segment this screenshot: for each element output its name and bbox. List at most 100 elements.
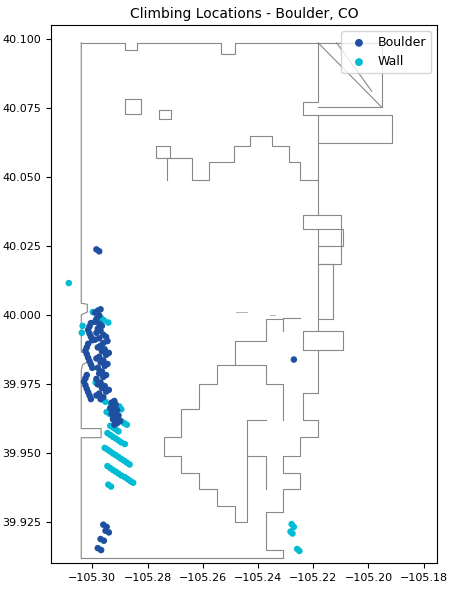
Boulder (83, 384, 90, 394)
Boulder (97, 341, 104, 350)
Boulder (102, 332, 110, 342)
Boulder (109, 402, 116, 411)
Boulder (87, 319, 94, 328)
Wall (123, 458, 130, 467)
Boulder (87, 394, 94, 404)
Wall (117, 405, 124, 414)
Boulder (94, 343, 101, 352)
Wall (129, 478, 137, 487)
Boulder (113, 405, 120, 415)
Boulder (82, 373, 89, 383)
Wall (99, 395, 106, 405)
Wall (79, 321, 86, 330)
Wall (109, 423, 116, 432)
Boulder (92, 245, 100, 254)
Wall (115, 453, 122, 462)
Boulder (92, 328, 100, 337)
Boulder (103, 522, 110, 532)
Wall (124, 474, 131, 484)
Boulder (102, 371, 110, 380)
Boulder (88, 336, 96, 345)
Wall (117, 438, 124, 447)
Boulder (108, 398, 115, 407)
Boulder (98, 367, 106, 376)
Boulder (87, 360, 94, 369)
Boulder (94, 324, 101, 333)
Wall (106, 421, 114, 431)
Boulder (91, 335, 98, 345)
Boulder (86, 391, 93, 400)
Boulder (97, 378, 104, 387)
Boulder (98, 384, 106, 393)
Boulder (92, 354, 100, 363)
Boulder (95, 369, 102, 378)
Boulder (84, 353, 92, 362)
Boulder (84, 325, 92, 335)
Wall (109, 449, 116, 458)
Wall (120, 456, 127, 466)
Boulder (100, 372, 107, 382)
Wall (97, 313, 105, 323)
Wall (115, 436, 122, 445)
Wall (126, 476, 133, 486)
Boulder (94, 380, 101, 389)
Boulder (100, 338, 107, 348)
Boulder (95, 352, 102, 362)
Wall (92, 378, 99, 387)
Boulder (113, 418, 120, 428)
Boulder (100, 536, 107, 545)
Boulder (91, 317, 98, 326)
Boulder (97, 304, 104, 314)
Boulder (100, 330, 107, 339)
Wall (105, 318, 112, 327)
Wall (65, 278, 72, 288)
Boulder (105, 348, 112, 358)
Boulder (101, 345, 108, 354)
Boulder (94, 543, 101, 553)
Boulder (104, 359, 111, 369)
Wall (100, 316, 107, 325)
Wall (106, 447, 114, 456)
Wall (104, 445, 111, 454)
Wall (101, 397, 109, 407)
Boulder (106, 404, 114, 413)
Boulder (83, 371, 90, 380)
Boulder (83, 349, 90, 359)
Wall (115, 469, 122, 478)
Boulder (101, 381, 108, 391)
Wall (293, 544, 300, 553)
Boulder (100, 520, 107, 529)
Boulder (109, 415, 116, 424)
Wall (117, 454, 124, 464)
Boulder (92, 314, 100, 324)
Wall (106, 409, 113, 418)
Boulder (82, 346, 89, 355)
Boulder (95, 247, 102, 256)
Wall (105, 480, 112, 489)
Boulder (86, 356, 93, 366)
Boulder (97, 326, 104, 336)
Boulder (83, 343, 90, 352)
Boulder (102, 387, 110, 396)
Boulder (102, 350, 110, 359)
Wall (108, 411, 115, 420)
Wall (120, 418, 127, 428)
Wall (111, 413, 118, 422)
Wall (115, 415, 122, 424)
Boulder (112, 400, 119, 409)
Boulder (84, 339, 92, 349)
Wall (78, 328, 85, 337)
Boulder (86, 329, 93, 338)
Boulder (86, 322, 93, 331)
Wall (295, 546, 302, 556)
Boulder (80, 377, 87, 386)
Wall (112, 467, 119, 476)
Boulder (104, 336, 111, 346)
Legend: Boulder, Wall: Boulder, Wall (341, 31, 430, 73)
Boulder (98, 346, 106, 356)
Boulder (82, 381, 89, 390)
Wall (89, 307, 96, 317)
Wall (286, 527, 294, 536)
Boulder (112, 413, 119, 422)
Wall (107, 482, 115, 491)
